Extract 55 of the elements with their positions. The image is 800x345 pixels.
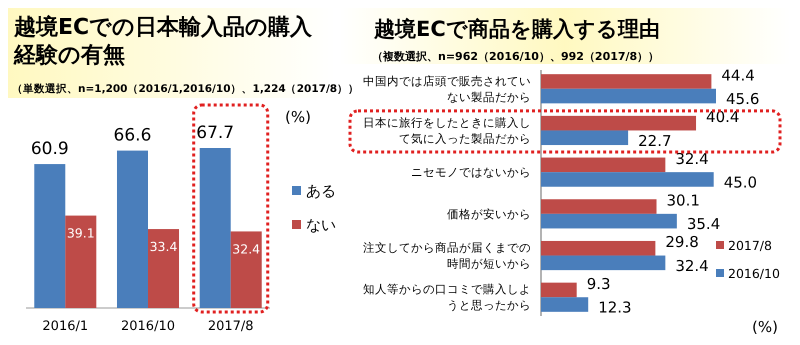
bar [541,282,577,298]
data-label: 12.3 [598,298,632,317]
bar [230,231,262,308]
chart-subtitle: （複数選択、n=962（2016/10）、992（2017/8）） [372,50,660,63]
bar [541,214,677,228]
data-label: 32.4 [675,150,709,168]
bar [116,150,148,308]
y-tick-label: 注文してから商品が届くまでの時間が短いから [363,240,531,271]
chart-subtitle: （単数選択、n=1,200（2016/1,2016/10）、1,224（2017/8）） [12,82,360,95]
bar [541,158,666,172]
y-tick-label: 日本に旅行をしたときに購入して気に入った製品だから [363,115,531,146]
legend-label: 2017/8 [728,238,772,253]
bar [200,148,231,308]
data-label: 45.6 [726,90,760,108]
bar [65,216,96,308]
bar [541,88,716,104]
legend-label: 2016/10 [728,266,780,281]
data-label: 32.4 [675,256,709,275]
bar [541,199,657,214]
chart-title: 越境ECでの日本輸入品の購入経験の有無 [13,14,314,68]
bar [148,229,180,308]
data-label: 9.3 [586,274,611,293]
data-label: 60.9 [30,139,69,160]
data-label: 33.4 [150,239,178,254]
data-label: 45.0 [724,173,758,192]
data-label: 40.4 [706,108,740,126]
data-label: 44.4 [721,66,755,84]
text: (%) [752,318,778,336]
bar [541,256,666,270]
data-label: 22.7 [638,132,672,150]
bar [541,297,588,312]
data-label: 39.1 [66,226,95,241]
data-label: 66.6 [114,126,152,146]
data-label: 67.7 [196,123,234,143]
legend-label: ある [306,182,336,200]
x-tick-label: 2016/10 [120,319,176,334]
y-tick-label: ニセモノではないから [411,165,531,180]
bar [541,240,656,256]
y-tick-label: 価格が安いから [447,206,531,221]
data-label: 32.4 [232,241,260,256]
y-tick-label: 知人等からの口コミで購入しようと思ったから [363,282,531,312]
data-label: 35.4 [686,215,720,234]
data-label: 30.1 [666,192,700,210]
bar [34,164,66,308]
bar [541,116,696,130]
x-tick-label: 2017/8 [208,319,254,334]
chart-title: 越境ECで商品を購入する理由 [373,17,660,41]
text: (%) [285,108,311,126]
legend-label: ない [306,216,336,234]
bar [541,74,712,89]
bar [541,172,714,187]
bar [541,130,628,146]
data-label: 29.8 [665,233,699,252]
y-tick-label: 中国内では店頭で販売されていない製品だから [363,74,531,104]
x-tick-label: 2016/1 [42,319,88,334]
